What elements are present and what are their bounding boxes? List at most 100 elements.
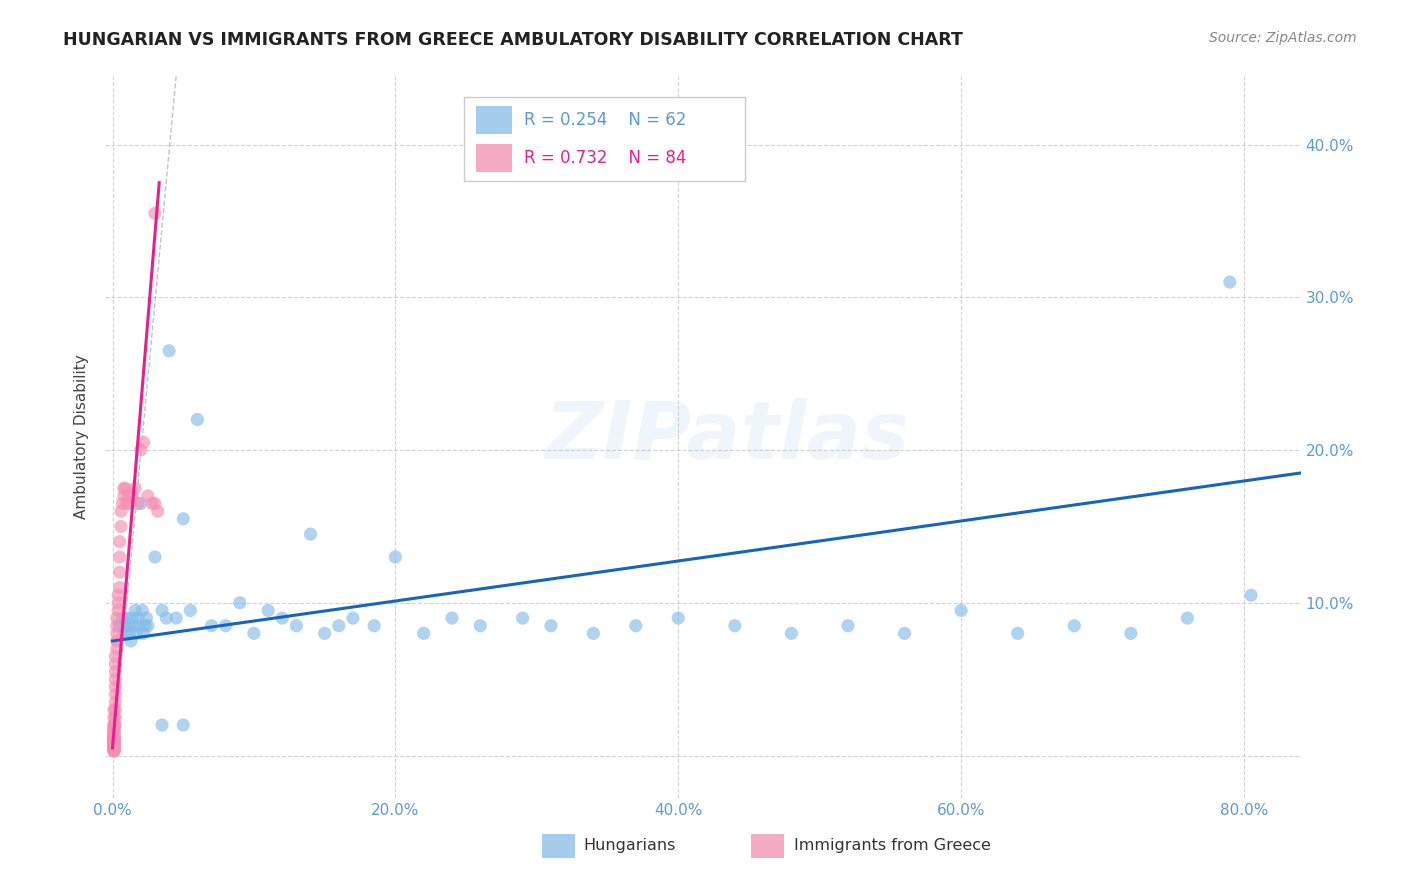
Point: [111, 611, 134, 625]
Point: [103, 729, 125, 743]
Point: [582, 626, 605, 640]
Point: [1063, 618, 1085, 632]
Point: [131, 603, 153, 617]
Point: [103, 729, 125, 743]
Point: [103, 744, 125, 758]
Point: [1177, 611, 1199, 625]
Point: [1240, 588, 1263, 602]
Point: [103, 731, 125, 745]
Point: [117, 489, 139, 503]
Point: [103, 723, 125, 737]
Point: [135, 611, 157, 625]
Point: [112, 481, 135, 495]
Point: [110, 504, 132, 518]
Point: [103, 731, 125, 746]
Point: [107, 588, 129, 602]
Point: [103, 721, 125, 735]
Point: [104, 710, 127, 724]
Point: [363, 618, 385, 632]
Point: [103, 718, 125, 732]
Point: [129, 443, 152, 458]
Point: [837, 618, 859, 632]
Point: [107, 603, 129, 617]
Point: [103, 731, 125, 745]
Point: [103, 710, 125, 724]
Text: Source: ZipAtlas.com: Source: ZipAtlas.com: [1209, 31, 1357, 45]
Point: [146, 504, 169, 518]
Text: HUNGARIAN VS IMMIGRANTS FROM GREECE AMBULATORY DISABILITY CORRELATION CHART: HUNGARIAN VS IMMIGRANTS FROM GREECE AMBU…: [63, 31, 963, 49]
FancyBboxPatch shape: [751, 835, 785, 858]
Text: ZIPatlas: ZIPatlas: [544, 398, 910, 476]
Point: [108, 566, 131, 580]
Text: Hungarians: Hungarians: [583, 838, 676, 853]
Point: [624, 618, 647, 632]
Point: [136, 618, 159, 632]
Point: [271, 611, 294, 625]
Point: [104, 718, 127, 732]
Point: [103, 740, 125, 755]
Point: [125, 626, 148, 640]
Point: [412, 626, 434, 640]
Point: [111, 496, 134, 510]
Point: [103, 742, 125, 756]
Point: [108, 549, 131, 564]
Point: [143, 549, 166, 564]
Point: [103, 735, 125, 749]
Point: [1007, 626, 1029, 640]
Point: [103, 724, 125, 739]
Point: [103, 736, 125, 750]
Point: [104, 688, 127, 702]
Point: [157, 343, 180, 358]
Point: [103, 742, 125, 756]
Point: [1119, 626, 1142, 640]
Point: [103, 744, 125, 758]
Point: [179, 603, 201, 617]
Text: R = 0.254    N = 62: R = 0.254 N = 62: [524, 111, 686, 129]
Point: [724, 618, 747, 632]
Point: [124, 481, 146, 495]
Point: [165, 611, 187, 625]
Point: [108, 534, 131, 549]
Point: [384, 549, 406, 564]
Point: [103, 739, 125, 754]
Point: [127, 611, 149, 625]
Point: [215, 618, 238, 632]
Point: [105, 626, 128, 640]
Point: [103, 718, 125, 732]
Point: [104, 672, 127, 686]
Point: [780, 626, 803, 640]
Point: [129, 496, 152, 510]
Point: [105, 641, 128, 656]
Point: [128, 618, 150, 632]
Point: [103, 738, 125, 752]
Point: [103, 739, 125, 754]
Point: [103, 736, 125, 750]
Point: [132, 435, 155, 450]
Point: [103, 733, 125, 747]
Point: [115, 611, 138, 625]
Text: R = 0.732    N = 84: R = 0.732 N = 84: [524, 149, 686, 167]
Point: [103, 735, 125, 749]
FancyBboxPatch shape: [475, 145, 512, 172]
Point: [512, 611, 534, 625]
Point: [103, 735, 125, 749]
Point: [107, 596, 129, 610]
Point: [122, 618, 145, 632]
Point: [112, 489, 135, 503]
Point: [103, 733, 125, 747]
Point: [103, 736, 125, 750]
Point: [540, 618, 562, 632]
Point: [108, 618, 131, 632]
Point: [186, 412, 208, 426]
Point: [103, 720, 125, 734]
Point: [1219, 275, 1241, 289]
Point: [328, 618, 350, 632]
Point: [950, 603, 973, 617]
Point: [299, 527, 322, 541]
Point: [121, 489, 143, 503]
Point: [104, 649, 127, 664]
Point: [172, 718, 194, 732]
FancyBboxPatch shape: [541, 835, 575, 858]
Point: [132, 626, 155, 640]
FancyBboxPatch shape: [464, 97, 745, 180]
